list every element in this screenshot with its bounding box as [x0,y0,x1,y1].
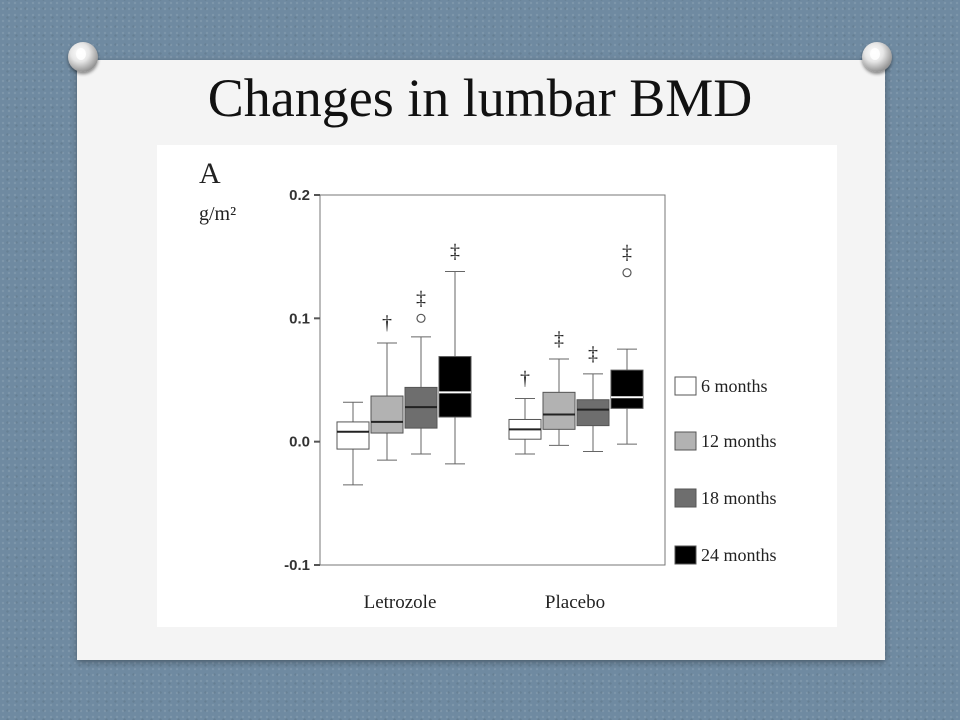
box-12-months-letrozole: † [370,312,404,461]
y-tick-label: 0.1 [289,310,310,327]
significance-marker: ‡ [588,343,598,365]
box-6-months-placebo: † [508,368,542,455]
legend-label: 6 months [701,376,768,396]
significance-marker: ‡ [450,240,460,262]
x-axis: Letrozole Placebo [364,592,605,613]
significance-marker: ‡ [622,242,632,264]
box-plot-figure: A g/m² 0.2 0.1 0.0 -0.1 † † ‡ ‡ ‡ ‡ ‡ Letrozole Pl… [157,145,837,627]
legend-label: 12 months [701,431,777,451]
legend-label: 18 months [701,488,777,508]
box-plot-chart: A g/m² 0.2 0.1 0.0 -0.1 † † ‡ ‡ ‡ ‡ ‡ Letrozole Pl… [199,157,777,613]
x-category-label: Placebo [545,592,605,613]
pin-icon-right [862,42,892,72]
box-iqr [610,369,644,409]
legend-swatch [674,431,697,451]
significance-marker: † [382,312,392,334]
y-tick-label: 0.2 [289,187,310,204]
box-12-months-placebo: ‡ [542,328,576,446]
legend-label: 24 months [701,545,777,565]
legend-swatch [674,545,697,565]
box-24-months-placebo: ‡ [610,242,644,445]
box-iqr [438,356,472,418]
panel-label: A [199,157,221,190]
legend-swatch [674,376,697,396]
y-axis: 0.2 0.1 0.0 -0.1 [284,187,320,574]
x-category-label: Letrozole [364,592,437,613]
box-24-months-letrozole: ‡ [438,240,472,465]
box-18-months-placebo: ‡ [576,343,610,453]
box-iqr [370,395,404,434]
legend: 6 months 12 months 18 months 24 months [674,376,777,565]
y-tick-label: -0.1 [284,557,310,574]
plot-frame [319,194,666,566]
y-axis-label: g/m² [199,203,236,225]
slide-title: Changes in lumbar BMD [207,68,753,128]
outlier-point [416,313,426,323]
significance-marker: † [520,368,530,390]
outlier-point [622,268,632,278]
significance-marker: ‡ [416,287,426,309]
pin-icon-left [68,42,98,72]
legend-swatch [674,488,697,508]
box-iqr [576,399,610,427]
box-iqr [542,391,576,430]
boxes-group: † † ‡ ‡ ‡ ‡ ‡ [336,240,644,486]
significance-marker: ‡ [554,328,564,350]
y-tick-label: 0.0 [289,434,310,451]
box-iqr [336,421,370,450]
box-18-months-letrozole: ‡ [404,287,438,455]
box-6-months-letrozole [336,401,370,486]
